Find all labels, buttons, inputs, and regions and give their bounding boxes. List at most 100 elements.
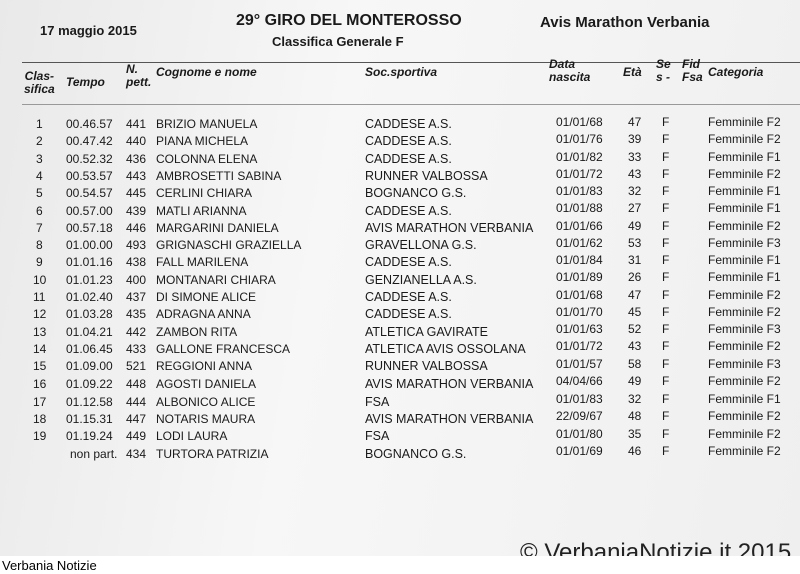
cell-age: 48 [628,409,642,424]
cell-born: 01/01/70 [556,304,603,319]
column-header: Clas- sifica [24,69,55,96]
cell-age: 33 [628,149,642,164]
cell-bib: 442 [126,324,147,339]
cell-club: CADDESE A.S. [365,151,452,166]
cell-age: 47 [628,287,642,302]
cell-bib: 433 [126,341,147,356]
cell-name: NOTARIS MAURA [156,412,256,427]
cell-pos: 5 [36,186,43,201]
cell-cat: Femminile F3 [708,322,781,336]
cell-born: 01/01/82 [556,149,603,164]
cell-bib: 438 [126,255,147,270]
cell-club: CADDESE A.S. [365,117,452,131]
cell-pos: 18 [33,412,47,427]
watermark: © VerbaniaNotizie.it 2015 [520,539,792,557]
cell-time: 01.06.45 [66,341,113,356]
cell-time: 00.53.57 [66,168,113,183]
cell-bib: 436 [126,151,147,166]
cell-sex: F [662,184,670,198]
cell-age: 32 [628,392,642,406]
column-header: Cognome e nome [156,65,257,79]
cell-pos: 8 [36,238,43,253]
cell-bib: 447 [126,412,147,427]
cell-born: 01/01/62 [556,235,603,250]
cell-time: 01.15.31 [66,412,113,427]
cell-sex: F [662,166,670,181]
cell-cat: Femminile F2 [708,287,781,302]
column-header: Tempo [66,75,105,89]
cell-club: CADDESE A.S. [365,255,452,270]
cell-pos: 4 [36,168,43,183]
cell-age: 53 [628,235,642,250]
cell-age: 27 [628,201,642,216]
cell-time: non part. [70,446,118,461]
cell-cat: Femminile F3 [708,235,781,250]
cell-sex: F [662,304,670,319]
cell-time: 01.00.00 [66,238,113,253]
cell-born: 01/01/72 [556,339,603,354]
cell-age: 46 [628,443,642,458]
cell-name: BRIZIO MANUELA [156,117,258,131]
cell-name: REGGIONI ANNA [156,359,253,374]
cell-club: CADDESE A.S. [365,203,452,218]
cell-pos: 16 [33,376,47,391]
cell-sex: F [662,373,670,388]
cell-cat: Femminile F3 [708,356,781,371]
cell-cat: Femminile F2 [708,304,781,319]
cell-pos: 3 [36,151,43,166]
cell-age: 43 [628,166,642,181]
cell-time: 01.19.24 [66,429,113,444]
cell-club: ATLETICA AVIS OSSOLANA [365,341,526,356]
cell-name: AMBROSETTI SABINA [156,168,282,183]
cell-bib: 434 [126,446,147,461]
cell-name: DI SIMONE ALICE [156,290,257,304]
cell-club: BOGNANCO G.S. [365,446,467,461]
cell-sex: F [662,115,670,129]
cell-cat: Femminile F2 [708,218,781,233]
cell-bib: 443 [126,168,147,183]
cell-time: 00.46.57 [66,117,113,131]
cell-bib: 445 [126,186,147,201]
column-header: Categoria [708,65,764,79]
cell-name: ALBONICO ALICE [156,394,256,409]
cell-club: GENZIANELLA A.S. [365,272,477,287]
cell-pos: 7 [36,220,43,235]
cell-born: 01/01/83 [556,184,603,198]
column-header: Se s - [656,57,671,84]
cell-cat: Femminile F2 [708,132,781,147]
cell-born: 01/01/83 [556,392,603,406]
column-header: Data nascita [549,57,591,84]
cell-pos: 11 [33,290,46,304]
cell-club: AVIS MARATHON VERBANIA [365,220,534,235]
cell-sex: F [662,356,670,371]
cell-age: 49 [628,218,642,233]
cell-time: 00.57.00 [66,203,113,218]
cell-club: FSA [365,394,390,409]
cell-age: 43 [628,339,642,354]
cell-pos: 15 [33,359,47,374]
cell-age: 26 [628,270,642,285]
header-rule [22,104,800,105]
cell-sex: F [662,443,670,458]
cell-born: 04/04/66 [556,373,603,388]
cell-name: GRIGNASCHI GRAZIELLA [156,238,302,253]
cell-time: 01.02.40 [66,290,113,304]
cell-age: 39 [628,132,642,147]
cell-cat: Femminile F2 [708,115,781,129]
cell-sex: F [662,409,670,424]
cell-name: MATLI ARIANNA [156,203,247,218]
cell-cat: Femminile F1 [708,184,781,198]
column-header: N. pett. [126,62,152,89]
column-header: Fid Fsa [682,57,703,84]
results-sheet: 17 maggio 2015 29° GIRO DEL MONTEROSSO A… [0,0,800,556]
cell-time: 00.57.18 [66,220,113,235]
cell-time: 01.09.00 [66,359,113,374]
cell-bib: 435 [126,307,147,322]
cell-pos: 12 [33,307,47,322]
column-header: Soc.sportiva [365,65,438,79]
cell-bib: 441 [126,117,147,131]
cell-name: CERLINI CHIARA [156,186,253,201]
subtitle: Classifica Generale F [272,34,404,49]
cell-age: 45 [628,304,642,319]
